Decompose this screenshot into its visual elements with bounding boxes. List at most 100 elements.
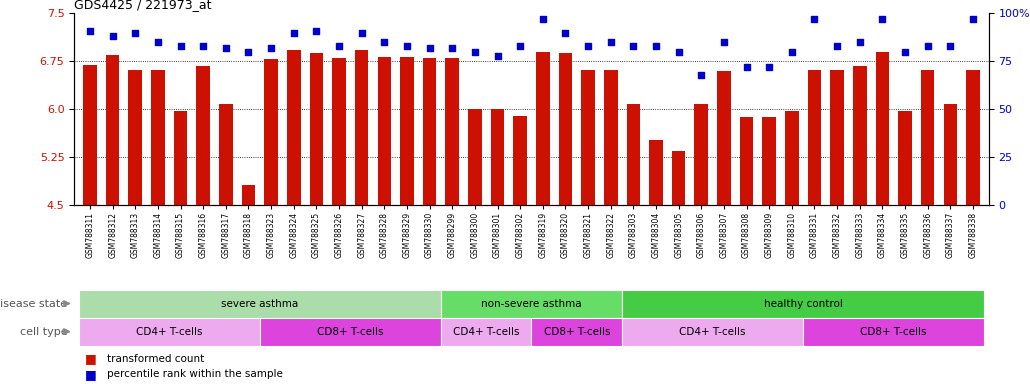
Bar bbox=[830, 70, 844, 205]
Text: CD8+ T-cells: CD8+ T-cells bbox=[544, 326, 610, 337]
Text: disease state: disease state bbox=[0, 298, 67, 309]
Point bbox=[512, 43, 528, 49]
Bar bbox=[558, 53, 573, 205]
Bar bbox=[717, 71, 730, 205]
Bar bbox=[672, 151, 685, 205]
Bar bbox=[943, 104, 957, 205]
Bar bbox=[513, 116, 527, 205]
Bar bbox=[422, 58, 437, 205]
Bar bbox=[106, 55, 119, 205]
Point bbox=[467, 49, 483, 55]
Point bbox=[353, 30, 370, 36]
Point bbox=[784, 49, 800, 55]
Point bbox=[965, 16, 982, 22]
Point bbox=[874, 16, 891, 22]
Point bbox=[625, 43, 642, 49]
Point bbox=[671, 49, 687, 55]
Point bbox=[535, 16, 551, 22]
Bar bbox=[445, 58, 459, 205]
Point bbox=[127, 30, 143, 36]
Bar bbox=[531, 318, 622, 346]
Bar bbox=[310, 53, 323, 205]
Bar bbox=[581, 70, 595, 205]
Point bbox=[693, 72, 710, 78]
Bar bbox=[441, 290, 622, 318]
Bar bbox=[468, 109, 482, 205]
Bar bbox=[197, 66, 210, 205]
Point bbox=[421, 45, 438, 51]
Bar bbox=[604, 70, 618, 205]
Point bbox=[149, 39, 166, 45]
Text: transformed count: transformed count bbox=[107, 354, 204, 364]
Bar bbox=[333, 58, 346, 205]
Text: severe asthma: severe asthma bbox=[221, 298, 299, 309]
Bar bbox=[921, 70, 934, 205]
Bar bbox=[378, 57, 391, 205]
Bar bbox=[853, 66, 866, 205]
Point bbox=[240, 49, 256, 55]
Point bbox=[942, 43, 959, 49]
Text: healthy control: healthy control bbox=[763, 298, 843, 309]
Bar bbox=[78, 318, 260, 346]
Bar bbox=[287, 50, 301, 205]
Point bbox=[308, 28, 324, 34]
Bar bbox=[898, 111, 912, 205]
Bar bbox=[441, 318, 531, 346]
Text: CD4+ T-cells: CD4+ T-cells bbox=[453, 326, 519, 337]
Bar bbox=[694, 104, 708, 205]
Text: CD4+ T-cells: CD4+ T-cells bbox=[680, 326, 746, 337]
Bar bbox=[78, 290, 441, 318]
Text: CD4+ T-cells: CD4+ T-cells bbox=[136, 326, 203, 337]
Text: cell type: cell type bbox=[20, 326, 67, 337]
Point bbox=[761, 64, 778, 70]
Bar bbox=[808, 70, 821, 205]
Point bbox=[739, 64, 755, 70]
Bar bbox=[242, 185, 255, 205]
Text: non-severe asthma: non-severe asthma bbox=[481, 298, 582, 309]
Point bbox=[285, 30, 302, 36]
Bar bbox=[174, 111, 187, 205]
Point bbox=[263, 45, 279, 51]
Text: CD8+ T-cells: CD8+ T-cells bbox=[860, 326, 927, 337]
Point bbox=[331, 43, 347, 49]
Bar bbox=[626, 104, 641, 205]
Point bbox=[376, 39, 392, 45]
Bar bbox=[129, 70, 142, 205]
Point bbox=[580, 43, 596, 49]
Point bbox=[806, 16, 823, 22]
Point bbox=[716, 39, 732, 45]
Bar bbox=[785, 111, 798, 205]
Point bbox=[81, 28, 98, 34]
Bar bbox=[966, 70, 980, 205]
Point bbox=[852, 39, 868, 45]
Bar bbox=[803, 318, 985, 346]
Point bbox=[217, 45, 234, 51]
Bar bbox=[265, 60, 278, 205]
Bar bbox=[151, 70, 165, 205]
Point bbox=[603, 39, 619, 45]
Text: CD8+ T-cells: CD8+ T-cells bbox=[317, 326, 383, 337]
Bar bbox=[490, 109, 505, 205]
Bar bbox=[762, 117, 776, 205]
Text: GDS4425 / 221973_at: GDS4425 / 221973_at bbox=[74, 0, 211, 11]
Bar bbox=[649, 140, 662, 205]
Point bbox=[489, 53, 506, 59]
Bar bbox=[355, 50, 369, 205]
Bar bbox=[83, 65, 97, 205]
Text: percentile rank within the sample: percentile rank within the sample bbox=[107, 369, 283, 379]
Bar bbox=[622, 290, 985, 318]
Point bbox=[648, 43, 664, 49]
Bar bbox=[536, 52, 550, 205]
Text: ■: ■ bbox=[84, 368, 96, 381]
Point bbox=[104, 33, 121, 40]
Point bbox=[444, 45, 460, 51]
Point bbox=[399, 43, 415, 49]
Point bbox=[829, 43, 846, 49]
Bar bbox=[622, 318, 803, 346]
Point bbox=[920, 43, 936, 49]
Text: ■: ■ bbox=[84, 353, 96, 366]
Bar bbox=[740, 117, 753, 205]
Point bbox=[195, 43, 211, 49]
Point bbox=[897, 49, 914, 55]
Bar bbox=[876, 52, 889, 205]
